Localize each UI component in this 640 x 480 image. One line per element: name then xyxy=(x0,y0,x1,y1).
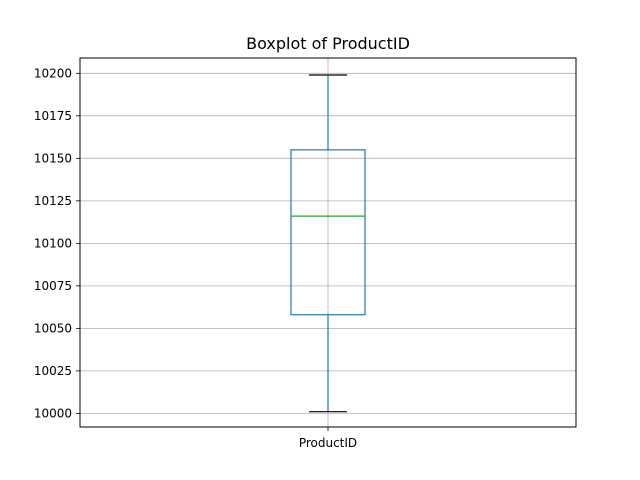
y-tick-label: 10150 xyxy=(34,151,72,165)
y-tick-label: 10200 xyxy=(34,66,72,80)
y-tick-label: 10025 xyxy=(34,364,72,378)
y-tick-label: 10175 xyxy=(34,109,72,123)
y-tick-label: 10125 xyxy=(34,194,72,208)
box-elements xyxy=(290,74,366,413)
axis-ticks: 10000 10025 10050 10075 10100 10125 10150 10175… xyxy=(34,66,357,450)
y-tick-label: 10100 xyxy=(34,236,72,250)
chart-title: Boxplot of ProductID xyxy=(246,34,410,53)
iqr-box xyxy=(290,149,366,316)
x-tick-label: ProductID xyxy=(299,436,357,450)
y-tick-label: 10050 xyxy=(34,321,72,335)
y-tick-label: 10000 xyxy=(34,406,72,420)
y-tick-label: 10075 xyxy=(34,279,72,293)
